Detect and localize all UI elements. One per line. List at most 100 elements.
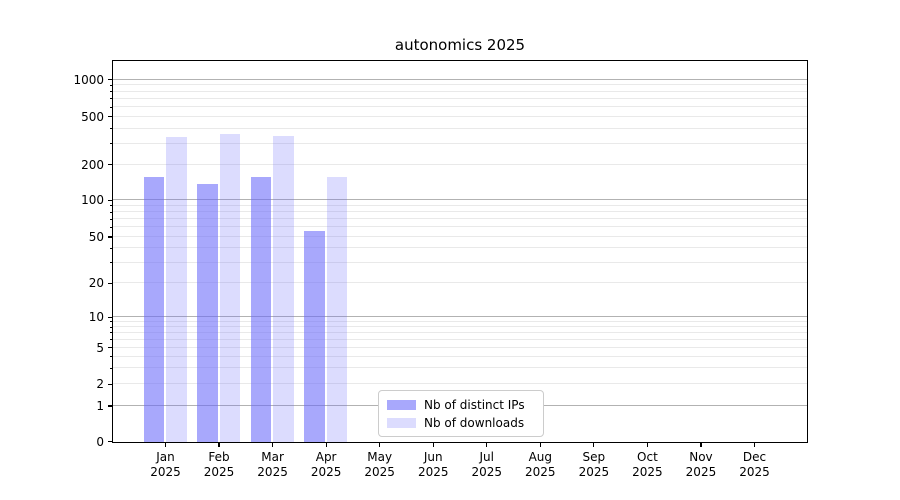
gridline-minor-7 <box>113 331 807 333</box>
gridline-minor-700 <box>113 97 807 99</box>
gridline-minor-5 <box>113 346 807 348</box>
gridline-minor-9 <box>113 320 807 322</box>
y-minortick-9 <box>109 321 112 323</box>
gridline-minor-20 <box>113 282 807 284</box>
y-minortick-90 <box>109 205 112 207</box>
gridline-minor-400 <box>113 127 807 129</box>
y-tick-label-1000: 1000 <box>73 72 104 87</box>
chart-title: autonomics 2025 <box>394 36 526 54</box>
gridline-major-10 <box>113 316 807 318</box>
x-tick-mar <box>271 443 274 447</box>
y-tick-label-0: 0 <box>96 434 104 449</box>
y-tick-label-200: 200 <box>81 157 104 172</box>
y-minortick-7 <box>109 332 112 334</box>
x-tick-feb <box>218 443 220 447</box>
gridline-minor-40 <box>113 247 807 249</box>
y-minortick-700 <box>109 98 112 100</box>
gridline-minor-90 <box>113 204 807 206</box>
x-tick-label-jul: Jul 2025 <box>471 450 503 479</box>
gridline-minor-60 <box>113 226 807 228</box>
gridline-minor-8 <box>113 326 807 328</box>
x-tick-oct <box>646 443 648 447</box>
legend-swatch-distinct-ips-icon <box>387 399 416 410</box>
x-tick-dec <box>753 443 756 447</box>
legend-item-downloads: Nb of downloads <box>387 416 535 430</box>
legend-label-distinct-ips: Nb of distinct IPs <box>424 397 525 412</box>
y-tick-200 <box>108 164 112 166</box>
y-minortick-30 <box>109 262 112 264</box>
x-tick-jul <box>486 443 488 447</box>
x-tick-aug <box>539 443 541 447</box>
gridline-minor-80 <box>113 211 807 213</box>
legend-item-distinct-ips: Nb of distinct IPs <box>387 398 535 412</box>
y-tick-label-100: 100 <box>81 193 104 208</box>
bar-apr-downloads <box>326 177 348 442</box>
bar-mar-downloads <box>273 136 294 442</box>
y-tick-20 <box>108 282 112 284</box>
x-tick-jan <box>164 443 167 447</box>
y-tick-label-20: 20 <box>88 276 104 291</box>
y-tick-50 <box>108 236 112 238</box>
plot-area <box>112 60 808 443</box>
gridline-minor-50 <box>113 236 807 238</box>
y-minortick-400 <box>109 128 112 130</box>
legend: Nb of distinct IPs Nb of downloads <box>378 390 544 437</box>
x-tick-sep <box>593 443 595 447</box>
gridline-minor-2 <box>113 383 807 385</box>
x-tick-label-apr: Apr 2025 <box>310 450 342 479</box>
gridline-minor-500 <box>113 115 807 117</box>
x-tick-jun <box>432 443 434 447</box>
y-minortick-300 <box>109 143 112 145</box>
y-tick-2 <box>108 383 112 385</box>
y-tick-0 <box>108 440 112 443</box>
y-minortick-80 <box>109 211 112 213</box>
y-tick-5 <box>108 347 112 349</box>
bar-jan-distinct-ips <box>143 176 164 442</box>
y-tick-label-500: 500 <box>81 109 104 124</box>
y-minortick-800 <box>109 91 112 93</box>
x-tick-apr <box>325 443 327 447</box>
x-tick-label-mar: Mar 2025 <box>257 450 288 479</box>
x-tick-nov <box>700 443 702 447</box>
y-tick-label-1: 1 <box>96 398 104 413</box>
y-tick-label-2: 2 <box>96 377 104 392</box>
gridline-minor-6 <box>113 338 807 340</box>
gridline-minor-30 <box>113 261 807 263</box>
bar-jan-downloads <box>166 136 187 442</box>
gridline-major-1000 <box>113 78 807 80</box>
legend-swatch-downloads-icon <box>387 417 416 428</box>
y-tick-label-50: 50 <box>88 230 104 245</box>
bar-apr-distinct-ips <box>304 230 325 442</box>
y-tick-label-5: 5 <box>96 340 104 355</box>
y-tick-10 <box>108 316 112 318</box>
y-minortick-600 <box>109 106 112 108</box>
y-minortick-70 <box>109 218 112 220</box>
gridline-minor-900 <box>113 84 807 86</box>
gridline-major-100 <box>113 199 807 201</box>
x-tick-label-sep: Sep 2025 <box>578 450 610 479</box>
x-tick-label-oct: Oct 2025 <box>632 450 663 479</box>
x-tick-label-jan: Jan 2025 <box>150 450 181 479</box>
x-tick-label-jun: Jun 2025 <box>417 450 449 479</box>
y-minortick-8 <box>109 326 112 328</box>
gridline-minor-600 <box>113 106 807 108</box>
y-minortick-4 <box>109 356 112 358</box>
y-minortick-40 <box>109 247 112 249</box>
x-tick-label-nov: Nov 2025 <box>685 450 717 479</box>
gridline-minor-3 <box>113 367 807 369</box>
x-tick-label-feb: Feb 2025 <box>203 450 235 479</box>
bar-feb-distinct-ips <box>197 183 218 442</box>
x-tick-label-may: May 2025 <box>364 450 395 479</box>
x-tick-label-dec: Dec 2025 <box>739 450 770 479</box>
bar-mar-distinct-ips <box>250 176 272 442</box>
y-tick-label-10: 10 <box>88 310 104 325</box>
gridline-minor-300 <box>113 142 807 144</box>
y-tick-500 <box>108 116 112 118</box>
gridline-minor-70 <box>113 218 807 220</box>
gridline-minor-800 <box>113 90 807 92</box>
bar-feb-downloads <box>219 133 241 442</box>
gridline-minor-4 <box>113 355 807 357</box>
y-minortick-6 <box>109 339 112 341</box>
gridline-minor-200 <box>113 163 807 165</box>
